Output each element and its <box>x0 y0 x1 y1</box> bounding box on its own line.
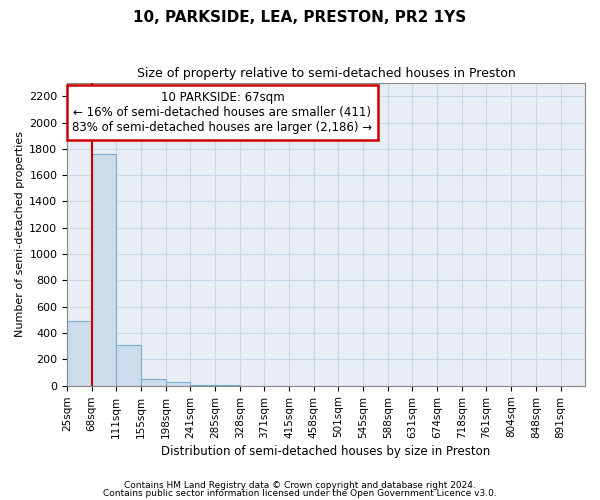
Bar <box>166 382 190 386</box>
Bar <box>92 154 116 386</box>
Bar <box>141 379 166 386</box>
Bar <box>67 321 92 386</box>
Title: Size of property relative to semi-detached houses in Preston: Size of property relative to semi-detach… <box>137 68 515 80</box>
Bar <box>190 385 215 386</box>
Text: 10, PARKSIDE, LEA, PRESTON, PR2 1YS: 10, PARKSIDE, LEA, PRESTON, PR2 1YS <box>133 10 467 25</box>
Text: Contains HM Land Registry data © Crown copyright and database right 2024.: Contains HM Land Registry data © Crown c… <box>124 481 476 490</box>
Y-axis label: Number of semi-detached properties: Number of semi-detached properties <box>15 132 25 338</box>
X-axis label: Distribution of semi-detached houses by size in Preston: Distribution of semi-detached houses by … <box>161 444 491 458</box>
Text: Contains public sector information licensed under the Open Government Licence v3: Contains public sector information licen… <box>103 488 497 498</box>
Text: 10 PARKSIDE: 67sqm
← 16% of semi-detached houses are smaller (411)
83% of semi-d: 10 PARKSIDE: 67sqm ← 16% of semi-detache… <box>73 91 373 134</box>
Bar <box>116 345 140 386</box>
